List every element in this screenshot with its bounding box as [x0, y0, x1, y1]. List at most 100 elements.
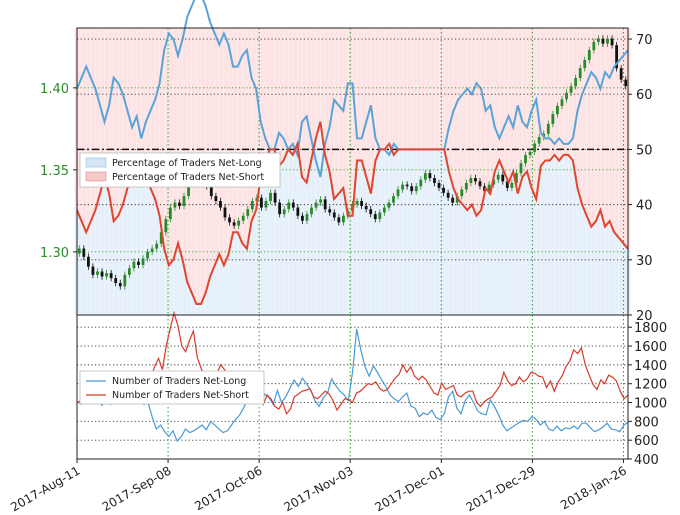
candle-body — [510, 182, 514, 188]
trader-count-lines — [76, 310, 629, 443]
candle-body — [414, 186, 418, 192]
candle-body — [91, 266, 95, 275]
candle-body — [332, 212, 336, 218]
candle-body — [624, 79, 628, 87]
candle-body — [209, 186, 213, 197]
sentiment-lines — [76, 0, 629, 305]
legend-label-net-long: Percentage of Traders Net-Long — [112, 158, 262, 169]
candle-body — [105, 273, 108, 277]
candle-body — [287, 202, 291, 210]
candle-body — [132, 261, 136, 269]
candle-body — [469, 178, 473, 183]
lower-tick-label: 1600 — [634, 340, 667, 355]
candle-body — [556, 105, 559, 115]
candle-body — [587, 50, 591, 60]
candle-body — [310, 207, 313, 215]
lower-legend-box — [79, 370, 265, 405]
candle-body — [451, 197, 455, 203]
lower-panel: 1800 1600 1400 1200 1000 800 600 400 Number of … — [76, 310, 667, 468]
candle-body — [260, 197, 263, 208]
candle-body — [323, 199, 327, 210]
legend-label-net-short: Percentage of Traders Net-Short — [112, 172, 264, 183]
upper-panel: 1.40 1.35 1.30 70 60 50 40 30 20 Percentage of … — [40, 0, 653, 324]
count-series-line — [76, 310, 629, 416]
candle-body — [610, 38, 614, 46]
left-tick-label: 1.40 — [40, 82, 69, 97]
candle-body — [82, 248, 86, 257]
candle-body — [155, 243, 159, 249]
candle-body — [123, 274, 127, 287]
candle-body — [150, 248, 154, 252]
candle-body — [401, 184, 404, 190]
candle-body — [273, 192, 277, 203]
candle-body — [146, 251, 149, 259]
date-label: 2017-Sep-08 — [100, 463, 174, 514]
candle-body — [77, 248, 81, 254]
left-axis-ticks: 1.40 1.35 1.30 — [40, 82, 628, 261]
candle-body — [501, 174, 505, 182]
candle-body — [524, 155, 527, 164]
candle-body — [187, 179, 190, 197]
candle-body — [305, 214, 309, 221]
candle-body — [478, 181, 482, 187]
candle-body — [492, 179, 496, 185]
upper-grid — [77, 28, 628, 315]
date-label: 2017-Dec-01 — [373, 463, 447, 514]
candle-body — [282, 209, 286, 215]
x-axis-date-labels: 2017-Aug-11 2017-Sep-08 2017-Oct-06 2017-No… — [8, 459, 629, 514]
candle-body — [583, 59, 587, 69]
candle-body — [291, 202, 295, 208]
count-series-line — [76, 328, 629, 443]
candle-body — [182, 196, 186, 206]
candle-body — [109, 273, 113, 279]
candle-body — [96, 271, 99, 275]
candle-body — [341, 215, 345, 223]
candle-body — [578, 68, 582, 79]
candle-body — [223, 207, 227, 218]
candle-body — [232, 222, 236, 226]
candle-body — [378, 212, 382, 220]
legend-label-count-long: Number of Traders Net-Long — [112, 376, 246, 387]
candle-body — [428, 173, 432, 179]
upper-legend-box — [79, 152, 281, 188]
candle-body — [505, 181, 509, 188]
candle-body — [560, 99, 564, 106]
right-tick-label: 70 — [636, 33, 653, 48]
candle-body — [597, 38, 600, 42]
lower-tick-label: 400 — [634, 453, 659, 468]
lower-tick-label: 1000 — [634, 397, 667, 412]
candle-body — [173, 202, 177, 208]
candle-body — [241, 215, 245, 221]
candle-body — [515, 173, 518, 183]
lower-legend: Number of Traders Net-Long Number of Tra… — [79, 370, 265, 405]
candle-body — [474, 178, 477, 182]
candle-body — [533, 143, 537, 152]
candle-body — [592, 41, 596, 51]
candle-body — [228, 217, 231, 223]
candle-body — [250, 201, 254, 210]
left-tick-label: 1.35 — [40, 164, 69, 179]
candle-body — [419, 179, 423, 187]
candle-body — [369, 209, 373, 215]
candle-body — [314, 202, 318, 208]
candle-body — [606, 38, 609, 44]
candle-body — [396, 189, 400, 197]
candle-body — [464, 182, 468, 190]
candle-body — [278, 202, 282, 215]
candle-body — [373, 214, 377, 220]
candle-body — [442, 187, 445, 193]
candle-body — [114, 278, 118, 284]
right-axis-ticks: 70 60 50 40 30 20 — [628, 33, 653, 324]
candle-body — [328, 209, 332, 213]
candle-body — [100, 271, 104, 277]
candle-body — [551, 114, 555, 124]
candle-body — [487, 184, 491, 192]
lower-right-axis-ticks: 1800 1600 1400 1200 1000 800 600 400 — [628, 321, 667, 468]
candle-body — [382, 207, 386, 213]
candle-body — [219, 201, 222, 208]
candle-body — [178, 202, 181, 206]
candle-body — [246, 209, 250, 216]
candle-body — [86, 256, 90, 267]
right-tick-label: 50 — [636, 143, 653, 158]
